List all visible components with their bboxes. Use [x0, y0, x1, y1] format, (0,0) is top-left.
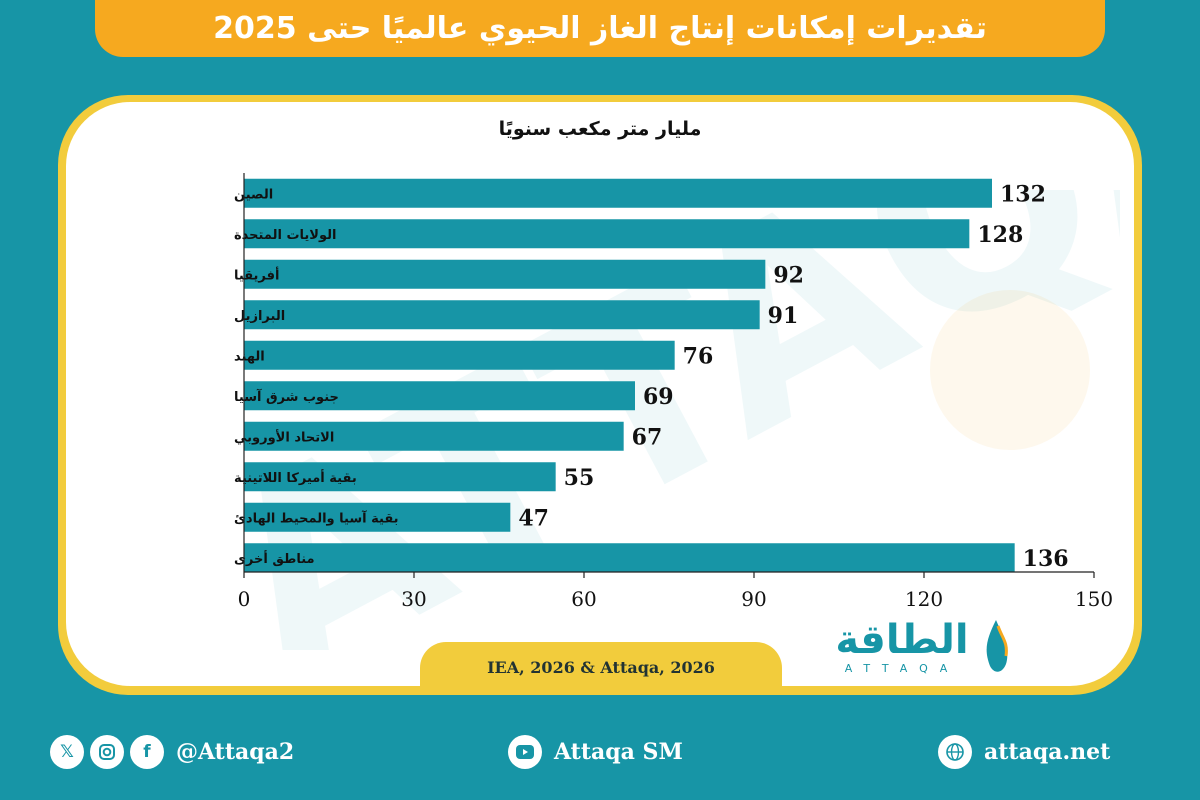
source-tab: IEA, 2026 & Attaqa, 2026	[420, 642, 782, 692]
category-label: أفريقيا	[234, 266, 279, 283]
x-tick-label: 150	[1075, 587, 1113, 611]
attaqa-logo: الطاقة ATTAQA	[822, 616, 1012, 684]
bar	[244, 259, 766, 289]
bar	[244, 381, 635, 411]
category-label: الصين	[234, 187, 273, 202]
bar	[244, 178, 992, 208]
axis-layer: 0 30 60 90 120 150	[238, 173, 1113, 611]
category-label: بقية آسيا والمحيط الهادئ	[234, 509, 399, 526]
facebook-icon[interactable]: f	[130, 735, 164, 769]
logo-text: الطاقة	[835, 617, 969, 663]
data-label: 69	[643, 384, 674, 410]
x-tick-label: 90	[741, 587, 766, 611]
data-label: 67	[632, 424, 663, 450]
bar	[244, 300, 760, 330]
data-label: 55	[564, 465, 595, 491]
title-banner: تقديرات إمكانات إنتاج الغاز الحيوي عالمي…	[95, 0, 1105, 57]
data-label: 92	[773, 262, 804, 288]
youtube-group: Attaqa SM	[508, 730, 683, 774]
social-handle[interactable]: @Attaqa2	[176, 739, 295, 765]
category-label: مناطق أخرى	[234, 550, 315, 567]
social-group: 𝕏 f @Attaqa2	[50, 730, 294, 774]
category-label: الاتحاد الأوروبي	[234, 428, 334, 445]
x-tick-label: 60	[571, 587, 596, 611]
website-link[interactable]: attaqa.net	[984, 739, 1111, 765]
instagram-icon[interactable]	[90, 735, 124, 769]
x-tick-label: 0	[238, 587, 251, 611]
bars-layer: 132 الصين 128 الولايات المتحدة 92 أفريقيا 91 ال…	[234, 178, 1069, 573]
website-group: attaqa.net	[938, 730, 1110, 774]
category-label: الولايات المتحدة	[234, 228, 336, 243]
category-label: بقية أميركا اللاتينية	[234, 469, 357, 486]
logo-subtext: ATTAQA	[844, 662, 960, 675]
bar	[244, 340, 675, 370]
bar	[244, 219, 970, 249]
data-label: 136	[1023, 546, 1069, 572]
youtube-icon[interactable]	[508, 735, 542, 769]
source-text: IEA, 2026 & Attaqa, 2026	[487, 657, 715, 677]
x-tick-label: 120	[905, 587, 943, 611]
data-label: 76	[683, 343, 714, 369]
youtube-handle[interactable]: Attaqa SM	[554, 739, 683, 765]
x-tick-label: 30	[401, 587, 426, 611]
category-label: الهند	[234, 349, 265, 364]
data-label: 47	[518, 505, 549, 531]
bar	[244, 543, 1015, 573]
data-label: 128	[977, 222, 1023, 248]
data-label: 91	[768, 303, 799, 329]
globe-icon[interactable]	[938, 735, 972, 769]
x-icon[interactable]: 𝕏	[50, 735, 84, 769]
bar	[244, 462, 556, 492]
bar	[244, 421, 624, 451]
unit-label: مليار متر مكعب سنويًا	[498, 118, 702, 140]
footer: 𝕏 f @Attaqa2 Attaqa SM attaqa.net	[0, 730, 1200, 780]
data-label: 132	[1000, 181, 1046, 207]
category-label: البرازيل	[234, 309, 285, 324]
flame-drop-icon	[986, 620, 1008, 672]
page-title: تقديرات إمكانات إنتاج الغاز الحيوي عالمي…	[213, 11, 987, 46]
bar	[244, 502, 511, 532]
category-label: جنوب شرق آسيا	[234, 388, 339, 405]
